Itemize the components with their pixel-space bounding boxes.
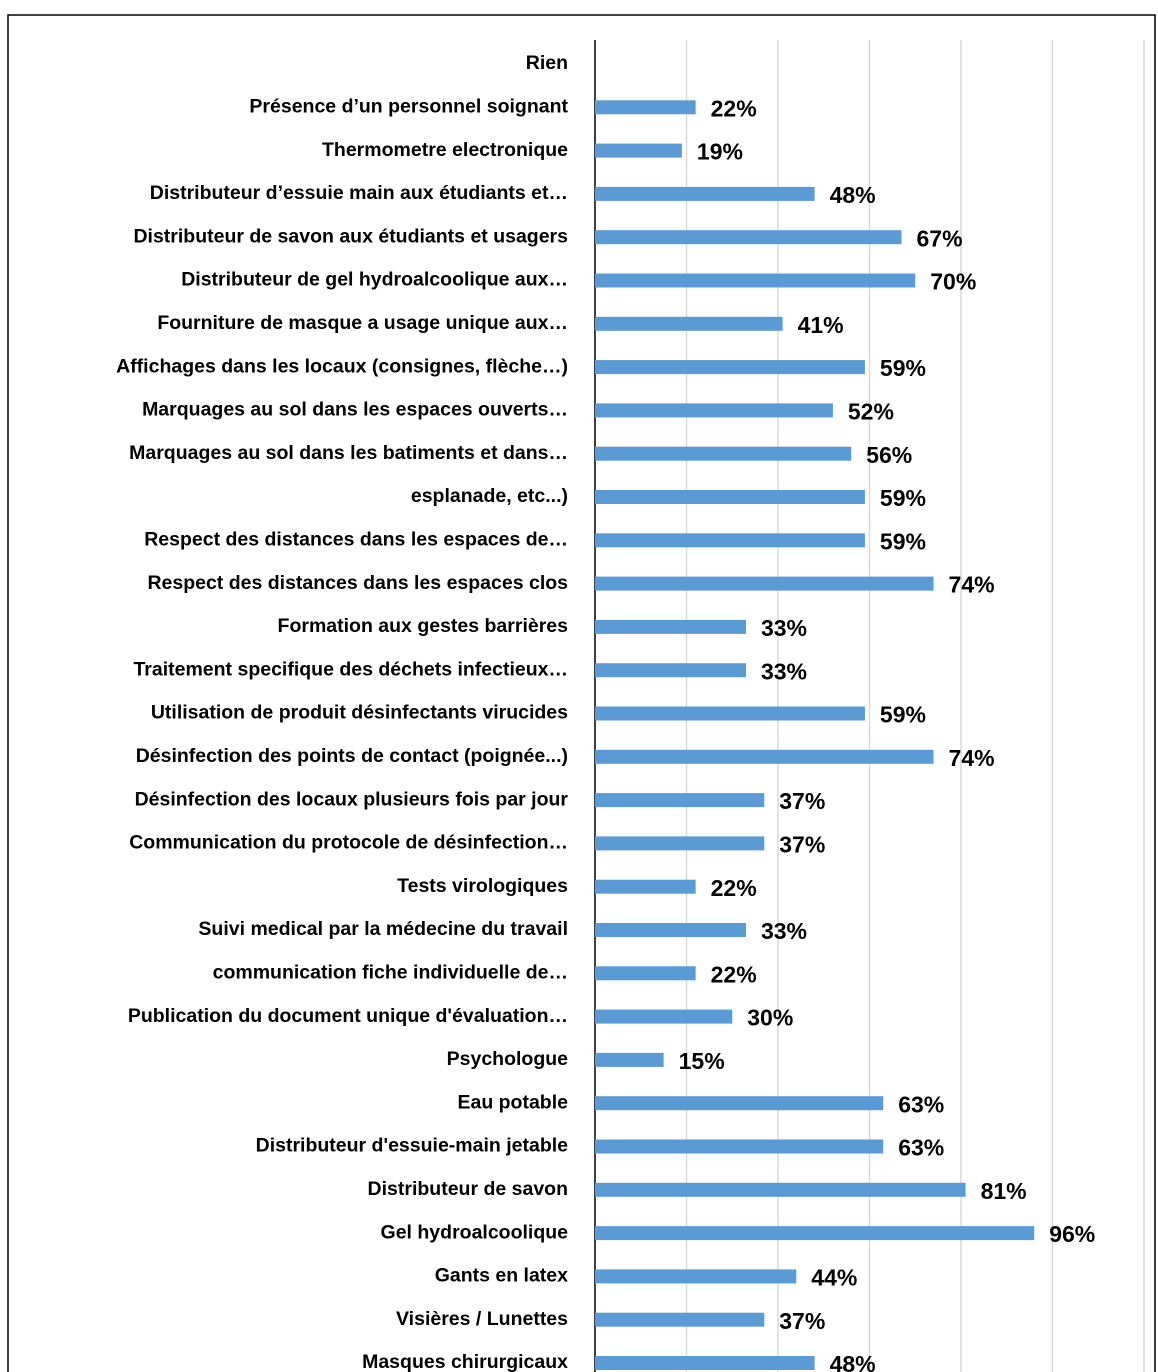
data-label: 56% xyxy=(866,442,912,468)
data-label: 22% xyxy=(711,95,757,121)
y-tick-label: esplanade, etc...) xyxy=(411,485,568,507)
y-tick-label: Utilisation de produit désinfectants vir… xyxy=(151,702,568,724)
data-label: 44% xyxy=(811,1264,857,1290)
bar xyxy=(595,663,746,678)
data-label: 41% xyxy=(798,312,844,338)
data-label: 52% xyxy=(848,398,894,424)
data-label: 59% xyxy=(880,528,926,554)
y-tick-label: Distributeur de savon xyxy=(368,1178,568,1200)
y-tick-label: communication fiche individuelle de… xyxy=(213,961,568,983)
data-label: 63% xyxy=(898,1091,944,1117)
bar xyxy=(595,230,902,245)
bar xyxy=(595,619,746,634)
data-label: 74% xyxy=(949,745,995,771)
bar xyxy=(595,749,934,764)
data-label: 59% xyxy=(880,355,926,381)
y-tick-label: Thermometre electronique xyxy=(322,139,568,161)
data-label: 59% xyxy=(880,485,926,511)
bar xyxy=(595,966,696,981)
bar xyxy=(595,186,815,201)
bar xyxy=(595,360,865,375)
y-tick-label: Distributeur de gel hydroalcoolique aux… xyxy=(181,269,568,291)
bar xyxy=(595,1009,733,1024)
bar xyxy=(595,1182,966,1197)
data-label: 37% xyxy=(779,1308,825,1334)
y-tick-label: Gants en latex xyxy=(435,1265,568,1287)
data-label: 96% xyxy=(1049,1221,1095,1247)
data-label: 22% xyxy=(711,875,757,901)
bar xyxy=(595,1052,664,1067)
bar xyxy=(595,793,765,808)
bar xyxy=(595,1356,815,1370)
data-label: 33% xyxy=(761,615,807,641)
y-tick-label: Visières / Lunettes xyxy=(396,1308,568,1330)
y-tick-label: Distributeur d’essuie main aux étudiants… xyxy=(150,182,568,204)
data-label: 33% xyxy=(761,658,807,684)
data-label: 37% xyxy=(779,788,825,814)
bar xyxy=(595,100,696,115)
y-tick-label: Distributeur de savon aux étudiants et u… xyxy=(133,225,568,247)
bar xyxy=(595,836,765,851)
y-tick-label: Respect des distances dans les espaces d… xyxy=(144,528,568,550)
y-tick-label: Traitement specifique des déchets infect… xyxy=(133,658,568,680)
y-tick-label: Formation aux gestes barrières xyxy=(278,615,569,637)
data-label: 19% xyxy=(697,139,743,165)
y-tick-label: Suivi medical par la médecine du travail xyxy=(198,918,568,940)
bar xyxy=(595,533,865,548)
y-tick-label: Respect des distances dans les espaces c… xyxy=(147,572,568,594)
y-tick-label: Marquages au sol dans les espaces ouvert… xyxy=(142,399,568,421)
bar xyxy=(595,1226,1035,1241)
data-label: 81% xyxy=(981,1178,1027,1204)
bar xyxy=(595,403,833,418)
bar xyxy=(595,1269,797,1284)
bar xyxy=(595,446,852,461)
chart-border xyxy=(7,14,1156,1372)
bar xyxy=(595,1139,884,1154)
bar xyxy=(595,879,696,894)
y-tick-label: Distributeur d'essuie-main jetable xyxy=(256,1135,569,1157)
bar xyxy=(595,1096,884,1111)
y-tick-label: Masques chirurgicaux xyxy=(362,1351,568,1372)
bar xyxy=(595,143,682,158)
bar xyxy=(595,316,783,331)
data-label: 74% xyxy=(949,572,995,598)
y-tick-label: Tests virologiques xyxy=(397,875,568,897)
bar xyxy=(595,706,865,721)
bar xyxy=(595,273,916,288)
data-label: 63% xyxy=(898,1135,944,1161)
data-label: 37% xyxy=(779,831,825,857)
y-tick-label: Eau potable xyxy=(457,1091,568,1113)
data-label: 30% xyxy=(747,1005,793,1031)
y-tick-label: Affichages dans les locaux (consignes, f… xyxy=(116,355,568,377)
data-label: 48% xyxy=(830,1351,876,1372)
y-tick-label: Publication du document unique d'évaluat… xyxy=(128,1005,568,1027)
data-label: 48% xyxy=(830,182,876,208)
y-tick-label: Désinfection des locaux plusieurs fois p… xyxy=(135,788,569,810)
bar xyxy=(595,923,746,937)
y-tick-label: Présence d’un personnel soignant xyxy=(249,95,568,117)
data-label: 67% xyxy=(917,225,963,251)
data-label: 70% xyxy=(930,269,976,295)
y-tick-label: Désinfection des points de contact (poig… xyxy=(136,745,568,767)
data-label: 15% xyxy=(679,1048,725,1074)
bar xyxy=(595,576,934,591)
data-label: 59% xyxy=(880,702,926,728)
bar xyxy=(595,490,865,504)
data-label: 33% xyxy=(761,918,807,944)
y-tick-label: Fourniture de masque a usage unique aux… xyxy=(157,312,568,334)
y-tick-label: Marquages au sol dans les batiments et d… xyxy=(129,442,568,464)
y-tick-label: Rien xyxy=(526,52,568,74)
y-tick-label: Gel hydroalcoolique xyxy=(381,1221,569,1243)
y-tick-label: Communication du protocole de désinfecti… xyxy=(129,832,568,854)
bar xyxy=(595,1312,765,1327)
data-label: 22% xyxy=(711,961,757,987)
y-tick-label: Psychologue xyxy=(447,1048,569,1070)
